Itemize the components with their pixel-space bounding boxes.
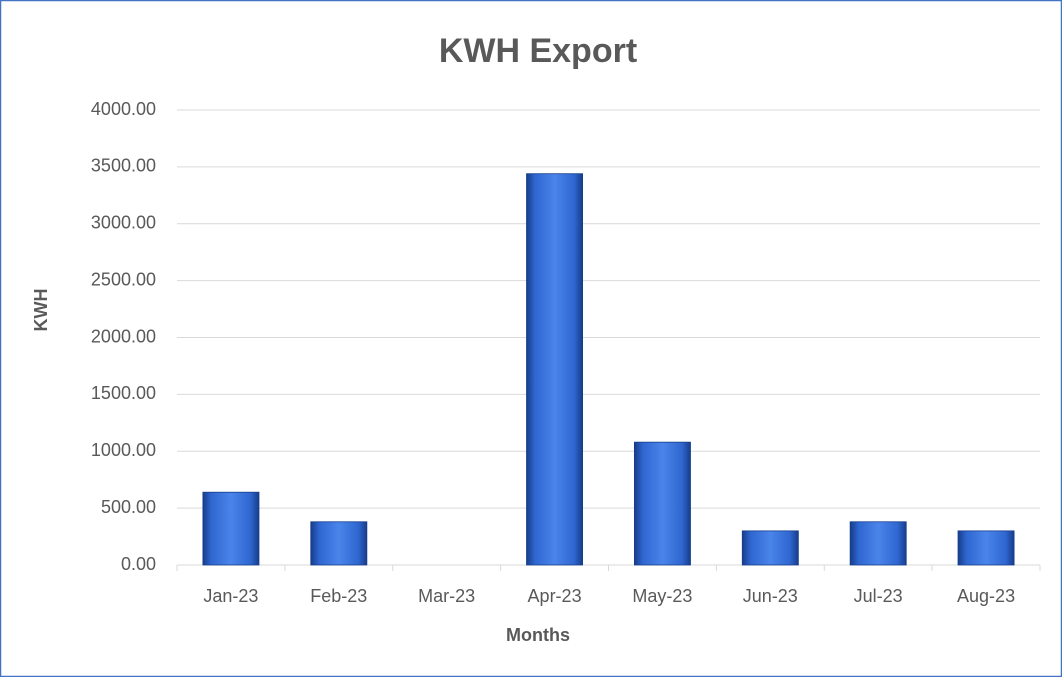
y-tick-label: 1500.00	[91, 383, 156, 403]
x-tick-label: Aug-23	[957, 586, 1015, 606]
y-tick-label: 2000.00	[91, 326, 156, 346]
y-tick-label: 3500.00	[91, 156, 156, 176]
x-tick-label: Mar-23	[418, 586, 475, 606]
y-tick-label: 0.00	[121, 554, 156, 574]
bar	[526, 173, 584, 566]
bar	[633, 441, 691, 566]
x-tick-label: Apr-23	[528, 586, 582, 606]
bar	[202, 491, 260, 566]
x-tick-label: Jul-23	[854, 586, 903, 606]
y-axis-label: KWH	[31, 289, 51, 332]
y-tick-label: 4000.00	[91, 99, 156, 119]
chart-title: KWH Export	[439, 32, 637, 70]
y-tick-label: 500.00	[101, 497, 156, 517]
x-tick-label: Feb-23	[310, 586, 367, 606]
y-tick-label: 1000.00	[91, 440, 156, 460]
bar	[741, 530, 799, 566]
x-tick-label: Jun-23	[743, 586, 798, 606]
bar	[957, 530, 1015, 566]
x-tick-label: May-23	[632, 586, 692, 606]
y-tick-label: 3000.00	[91, 213, 156, 233]
bar	[849, 521, 907, 566]
x-axis-label: Months	[506, 625, 570, 645]
y-tick-label: 2500.00	[91, 269, 156, 289]
bar	[310, 521, 368, 566]
x-tick-label: Jan-23	[203, 586, 258, 606]
